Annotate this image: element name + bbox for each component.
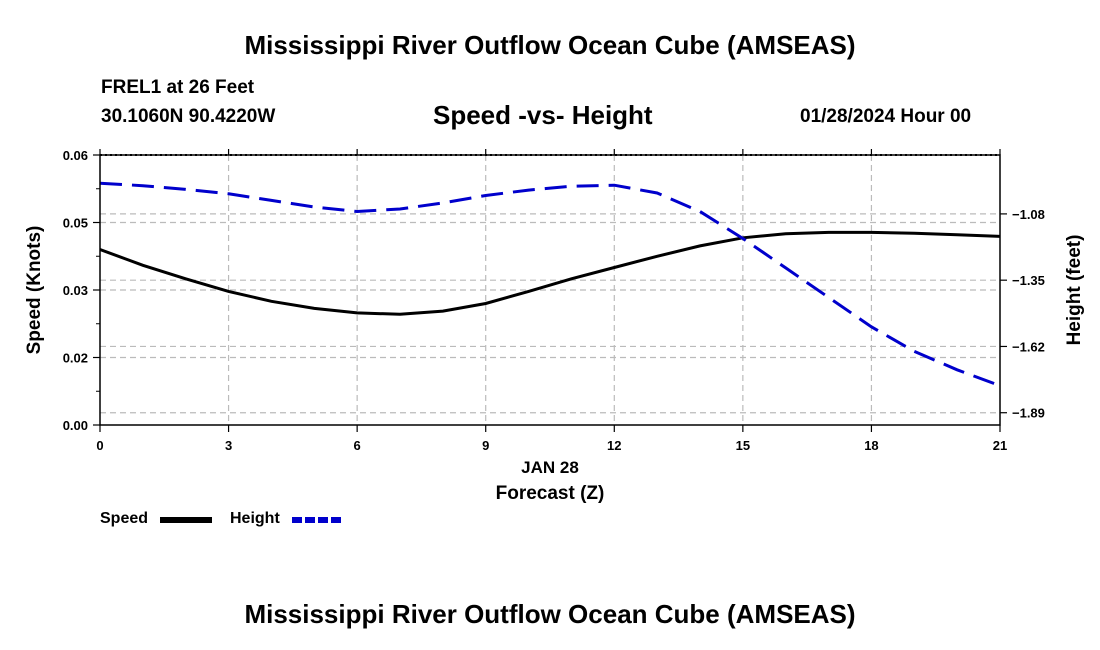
bottom-title: Mississippi River Outflow Ocean Cube (AM… <box>244 599 856 629</box>
y-tick-label: 0.06 <box>63 148 88 163</box>
legend-speed-label: Speed <box>100 510 149 527</box>
y-tick-label: 0.03 <box>63 283 88 298</box>
coordinates-label: 30.1060N 90.4220W <box>101 106 276 127</box>
x-tick-label: 21 <box>993 438 1007 453</box>
x-tick-label: 3 <box>225 438 232 453</box>
series-layer <box>99 181 1001 388</box>
legend-height-label: Height <box>230 510 280 527</box>
axes-layer: 0 3 6 9 12 15 18 21 0.00 0.02 0.03 0.05 0.06 −1.08 −1.… <box>63 148 1045 453</box>
y-right-tick-label: −1.62 <box>1012 339 1045 354</box>
x-axis-label: Forecast (Z) <box>495 483 605 504</box>
height-series-line <box>99 181 1001 388</box>
y-axis-left-label: Speed (Knots) <box>24 225 45 355</box>
x-tick-label: 9 <box>482 438 489 453</box>
x-tick-label: 6 <box>354 438 361 453</box>
y-right-tick-label: −1.89 <box>1012 406 1045 421</box>
x-tick-label: 18 <box>864 438 878 453</box>
grid-layer <box>100 155 1000 425</box>
y-right-tick-label: −1.08 <box>1012 207 1045 222</box>
speed-series-line <box>99 230 1001 316</box>
y-tick-label: 0.00 <box>63 418 88 433</box>
y-tick-label: 0.02 <box>63 351 88 366</box>
x-tick-label: 0 <box>96 438 103 453</box>
datetime-label: 01/28/2024 Hour 00 <box>800 106 972 127</box>
x-tick-label: 15 <box>736 438 750 453</box>
main-title: Mississippi River Outflow Ocean Cube (AM… <box>244 30 856 60</box>
y-tick-label: 0.05 <box>63 216 88 231</box>
chart-title: Speed -vs- Height <box>433 100 653 130</box>
y-axis-right-label: Height (feet) <box>1064 234 1085 346</box>
station-label: FREL1 at 26 Feet <box>101 77 255 98</box>
x-tick-label: 12 <box>607 438 621 453</box>
y-right-tick-label: −1.35 <box>1012 273 1045 288</box>
x-date-label: JAN 28 <box>521 458 579 477</box>
